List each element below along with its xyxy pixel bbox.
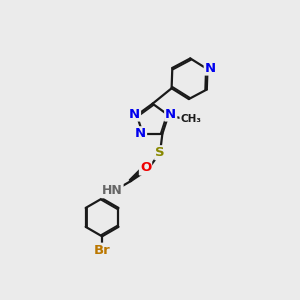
Text: CH₃: CH₃ bbox=[180, 114, 201, 124]
Text: O: O bbox=[140, 161, 151, 175]
Text: HN: HN bbox=[102, 184, 123, 197]
Text: N: N bbox=[129, 107, 140, 121]
Text: N: N bbox=[205, 61, 216, 74]
Text: S: S bbox=[155, 146, 165, 159]
Text: Br: Br bbox=[94, 244, 110, 257]
Text: N: N bbox=[135, 127, 146, 140]
Text: N: N bbox=[165, 107, 176, 121]
